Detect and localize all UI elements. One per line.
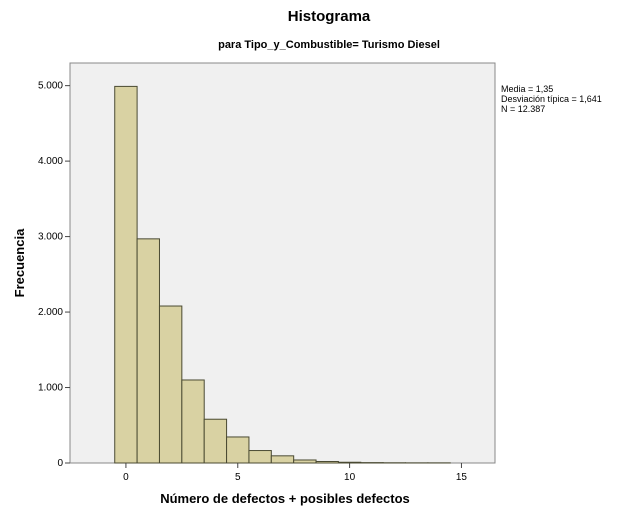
y-tick-label: 4.000 [38,156,63,167]
x-tick-label: 0 [123,472,129,483]
histogram-bar [248,450,272,464]
y-tick-label: 0 [57,458,63,469]
y-axis: 0 1.000 2.000 3.000 4.000 5.000 [38,81,70,469]
x-tick-label: 10 [344,472,356,483]
x-axis-title: Número de defectos + posibles defectos [160,491,410,506]
y-tick-label: 5.000 [38,81,63,92]
x-tick-label: 5 [235,472,241,483]
stat-mean: Media = 1,35 [501,84,553,94]
histogram-bar [181,379,205,464]
histogram-bar [293,459,317,464]
histogram-bar [158,305,183,464]
stats-box: Media = 1,35 Desviación típica = 1,641 N… [501,84,602,114]
x-axis: 0 5 10 15 [123,463,467,483]
histogram-bar [114,85,138,464]
x-tick-label: 15 [456,472,468,483]
stat-std-dev: Desviación típica = 1,641 [501,94,602,104]
chart-title: Histograma [288,8,371,25]
histogram-bar [136,238,160,464]
y-tick-label: 3.000 [38,232,63,243]
y-axis-title: Frecuencia [12,228,27,297]
histogram-bar [337,461,362,464]
histogram-bar [270,455,295,464]
chart-subtitle: para Tipo_y_Combustible= Turismo Diesel [218,39,440,51]
histogram-bar [226,436,250,464]
y-tick-label: 2.000 [38,307,63,318]
y-tick-label: 1.000 [38,383,63,394]
histogram-bar [315,460,339,464]
stat-n: N = 12.387 [501,104,545,114]
histogram-bars [114,85,451,464]
histogram-bar [203,418,228,464]
